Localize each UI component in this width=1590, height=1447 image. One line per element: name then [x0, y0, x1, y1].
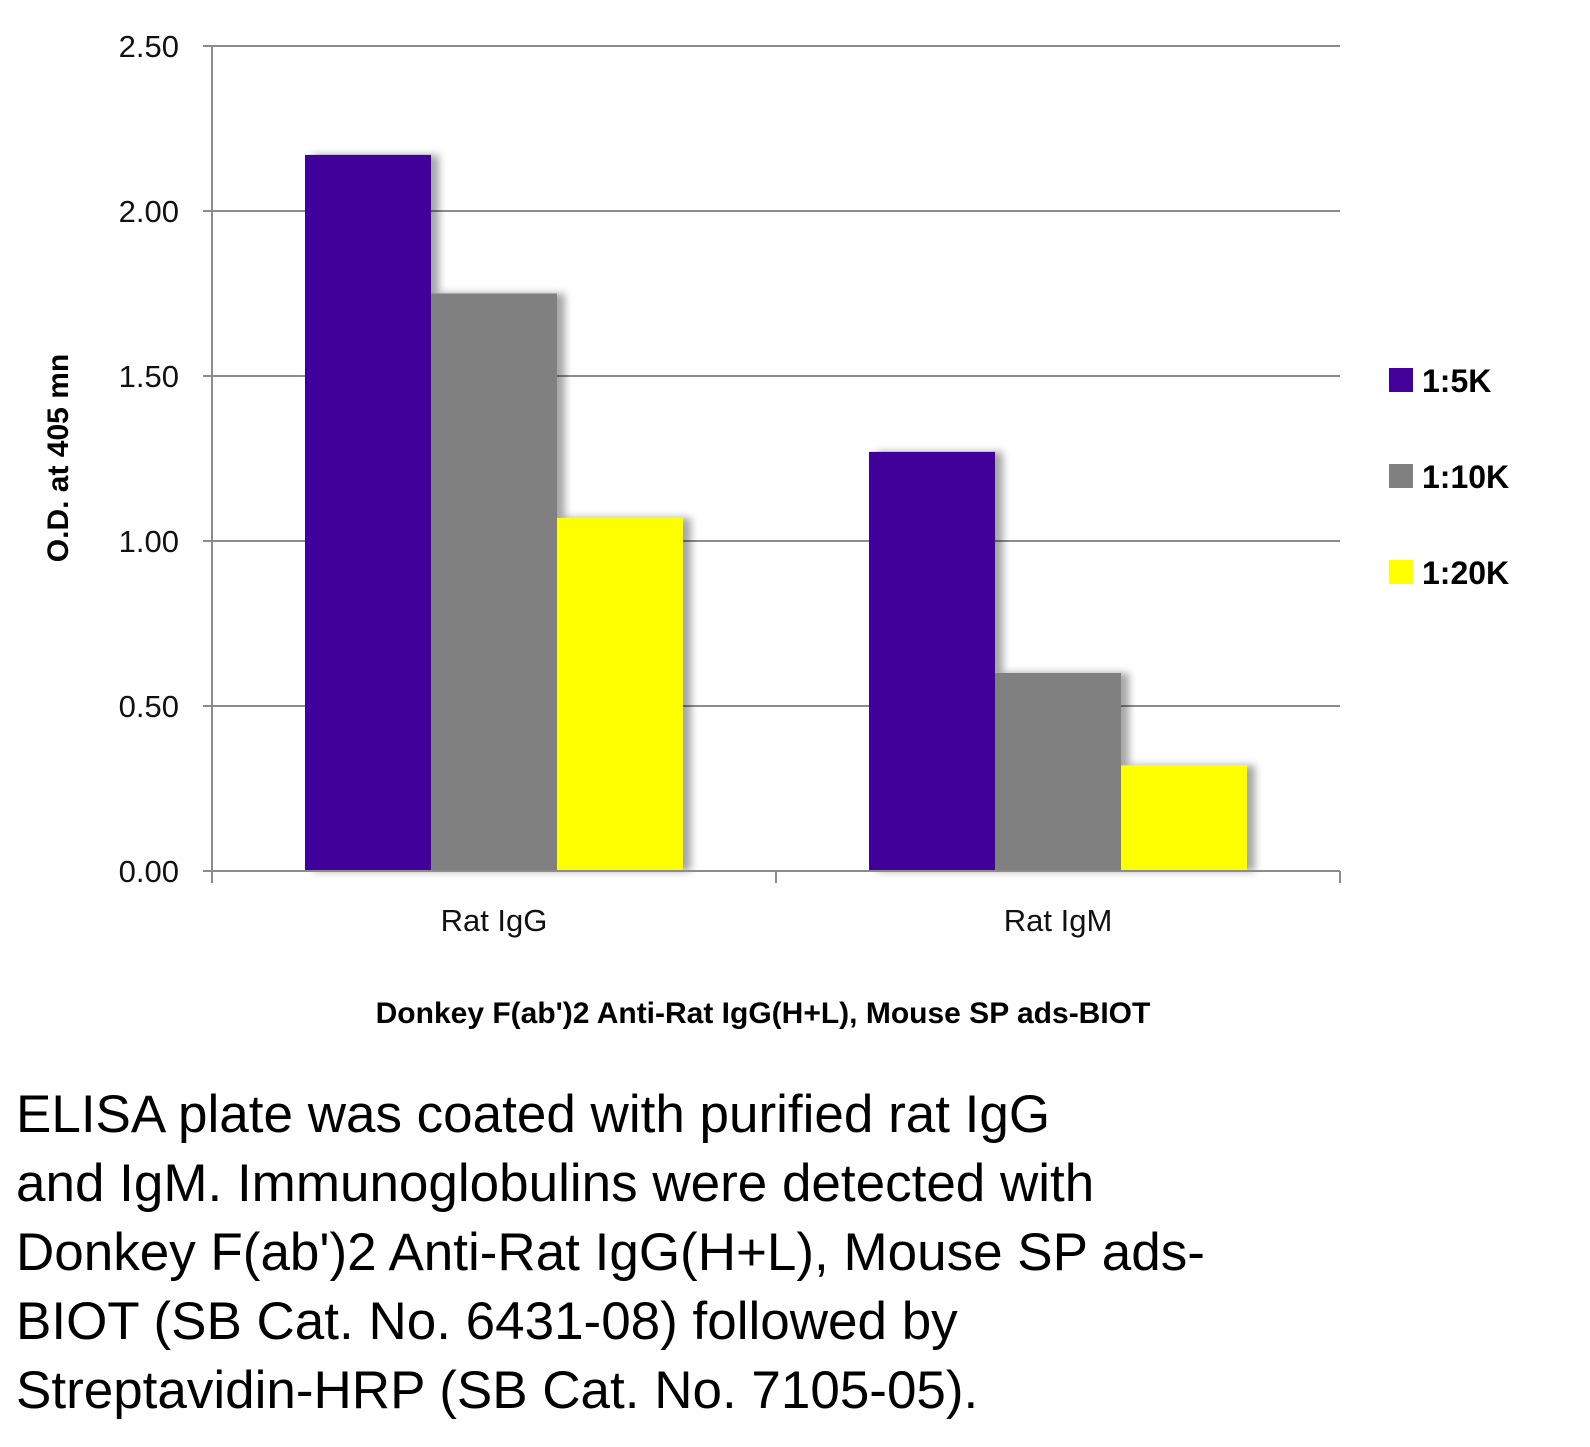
bar	[869, 451, 995, 871]
legend-swatch	[1389, 464, 1413, 488]
caption-line: Donkey F(ab')2 Anti-Rat IgG(H+L), Mouse …	[16, 1223, 1205, 1282]
bar	[305, 154, 431, 871]
bar-chart: 0.000.501.001.502.002.50 Rat IgG Rat IgM …	[42, 29, 1509, 1030]
legend-swatch	[1389, 560, 1413, 584]
bar	[1121, 765, 1247, 871]
legend-label: 1:10K	[1422, 459, 1509, 495]
legend-label: 1:5K	[1422, 363, 1491, 399]
caption-line: BIOT (SB Cat. No. 6431-08) followed by	[16, 1292, 958, 1351]
legend: 1:5K 1:10K 1:20K	[1389, 363, 1509, 591]
x-category-label: Rat IgG	[441, 903, 548, 938]
caption-line: Streptavidin-HRP (SB Cat. No. 7105-05).	[16, 1361, 979, 1420]
x-axis-title: Donkey F(ab')2 Anti-Rat IgG(H+L), Mouse …	[376, 997, 1151, 1030]
y-axis-title: O.D. at 405 mn	[42, 354, 75, 562]
y-tick-label: 1.00	[119, 524, 179, 559]
caption-line: ELISA plate was coated with purified rat…	[16, 1085, 1051, 1144]
caption: ELISA plate was coated with purified rat…	[16, 1080, 1436, 1425]
x-category-labels: Rat IgG Rat IgM	[441, 903, 1113, 938]
axes	[203, 45, 1341, 883]
caption-line: and IgM. Immunoglobulins were detected w…	[16, 1154, 1095, 1213]
bar	[995, 673, 1121, 871]
y-tick-label: 0.50	[119, 689, 179, 724]
bar	[431, 293, 557, 871]
y-tick-label: 2.00	[119, 194, 179, 229]
legend-label: 1:20K	[1422, 555, 1509, 591]
y-tick-labels: 0.00 0.50 1.00 1.50 2.00 2.50	[119, 29, 179, 889]
x-category-label: Rat IgM	[1004, 903, 1113, 938]
bar	[557, 517, 683, 871]
legend-swatch	[1389, 368, 1413, 392]
y-tick-label: 2.50	[119, 29, 179, 64]
y-tick-label: 1.50	[119, 359, 179, 394]
bars	[305, 154, 1247, 871]
y-tick-label: 0.00	[119, 854, 179, 889]
